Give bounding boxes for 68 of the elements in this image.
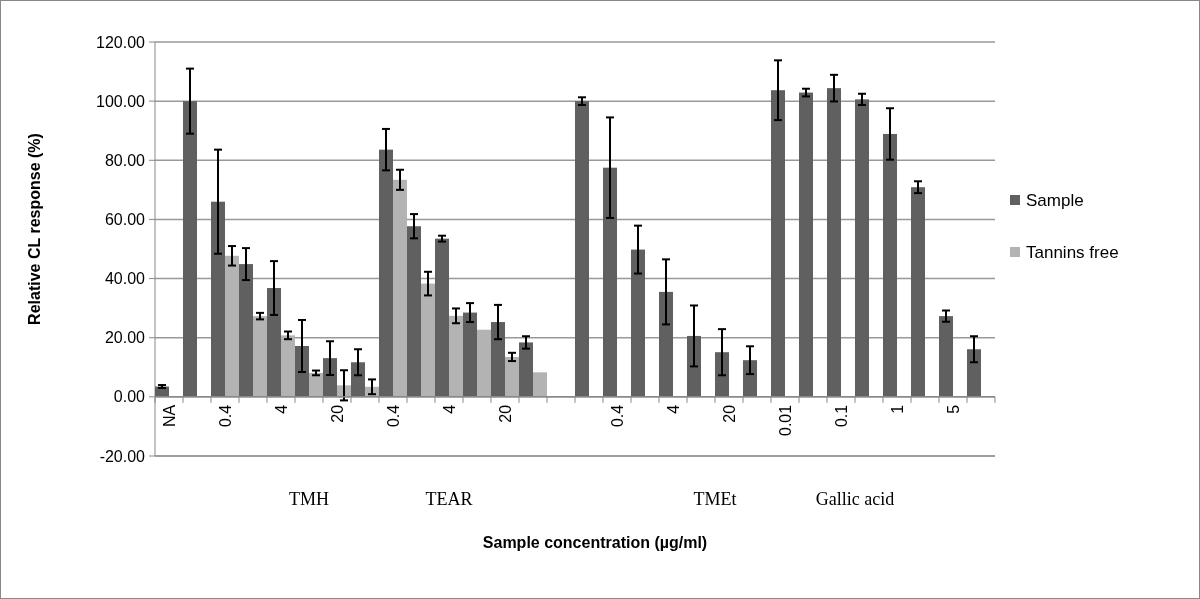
bar (281, 335, 295, 397)
y-tick-label: -20.00 (99, 447, 146, 465)
bar (743, 360, 757, 397)
bar (799, 92, 813, 397)
bar (239, 264, 253, 397)
bar (855, 99, 869, 397)
x-tick-label: 0.4 (216, 404, 234, 428)
x-tick-label: 0.4 (384, 404, 402, 428)
bar (967, 349, 981, 397)
x-tick-label: 0.4 (608, 404, 626, 428)
y-tick-label: 20.00 (104, 329, 146, 347)
bar (939, 316, 953, 397)
x-tick-label: 0.01 (776, 404, 794, 436)
x-tick-label: 20 (328, 404, 346, 423)
bar (253, 316, 267, 397)
bar (351, 362, 365, 397)
x-axis-title: Sample concentration (µg/ml) (482, 534, 708, 551)
bar (659, 291, 673, 397)
text: TMEt (693, 489, 737, 509)
x-tick-label: 1 (888, 404, 906, 414)
bar (393, 179, 407, 397)
bar (477, 329, 491, 397)
bar (519, 342, 533, 397)
bar (603, 167, 617, 397)
x-tick-label: 5 (944, 404, 962, 414)
bar (379, 149, 393, 397)
bar (575, 101, 589, 397)
x-tick-label: 20 (720, 404, 738, 423)
bar (771, 90, 785, 397)
bar (211, 201, 225, 397)
y-tick-label: 60.00 (104, 211, 146, 229)
bar (505, 356, 519, 397)
bar (491, 322, 505, 397)
y-tick-label: 120.00 (96, 33, 146, 51)
bar (435, 238, 449, 397)
y-axis-title: Relative CL response (%) (26, 133, 43, 325)
bar (687, 335, 701, 397)
text: TEAR (425, 489, 473, 509)
bar (225, 255, 239, 397)
bar (323, 358, 337, 397)
x-tick-label: NA (160, 404, 178, 428)
bar (267, 288, 281, 397)
bar (911, 187, 925, 397)
y-tick-label: 100.00 (96, 92, 146, 110)
bar (827, 88, 841, 397)
bar (407, 226, 421, 397)
y-tick-label: 40.00 (104, 270, 146, 288)
bar (295, 345, 309, 397)
bar (449, 315, 463, 397)
x-tick-label: 0.1 (832, 404, 850, 428)
bar (533, 372, 547, 397)
bar (421, 283, 435, 397)
x-tick-label: 4 (440, 404, 458, 414)
y-tick-label: 80.00 (104, 151, 146, 169)
text: Gallic acid (815, 489, 895, 509)
x-tick-label: 4 (664, 404, 682, 414)
x-tick-label: 4 (272, 404, 290, 414)
bar (631, 249, 645, 397)
bar (463, 312, 477, 397)
text: TMH (289, 489, 329, 509)
bar (309, 372, 323, 397)
bar (183, 101, 197, 397)
bar (883, 133, 897, 397)
bar (715, 352, 729, 397)
legend-label: Sample (1026, 190, 1084, 210)
x-tick-label: 20 (496, 404, 514, 423)
legend-label: Tannins free (1026, 242, 1119, 262)
y-tick-label: 0.00 (113, 388, 146, 406)
